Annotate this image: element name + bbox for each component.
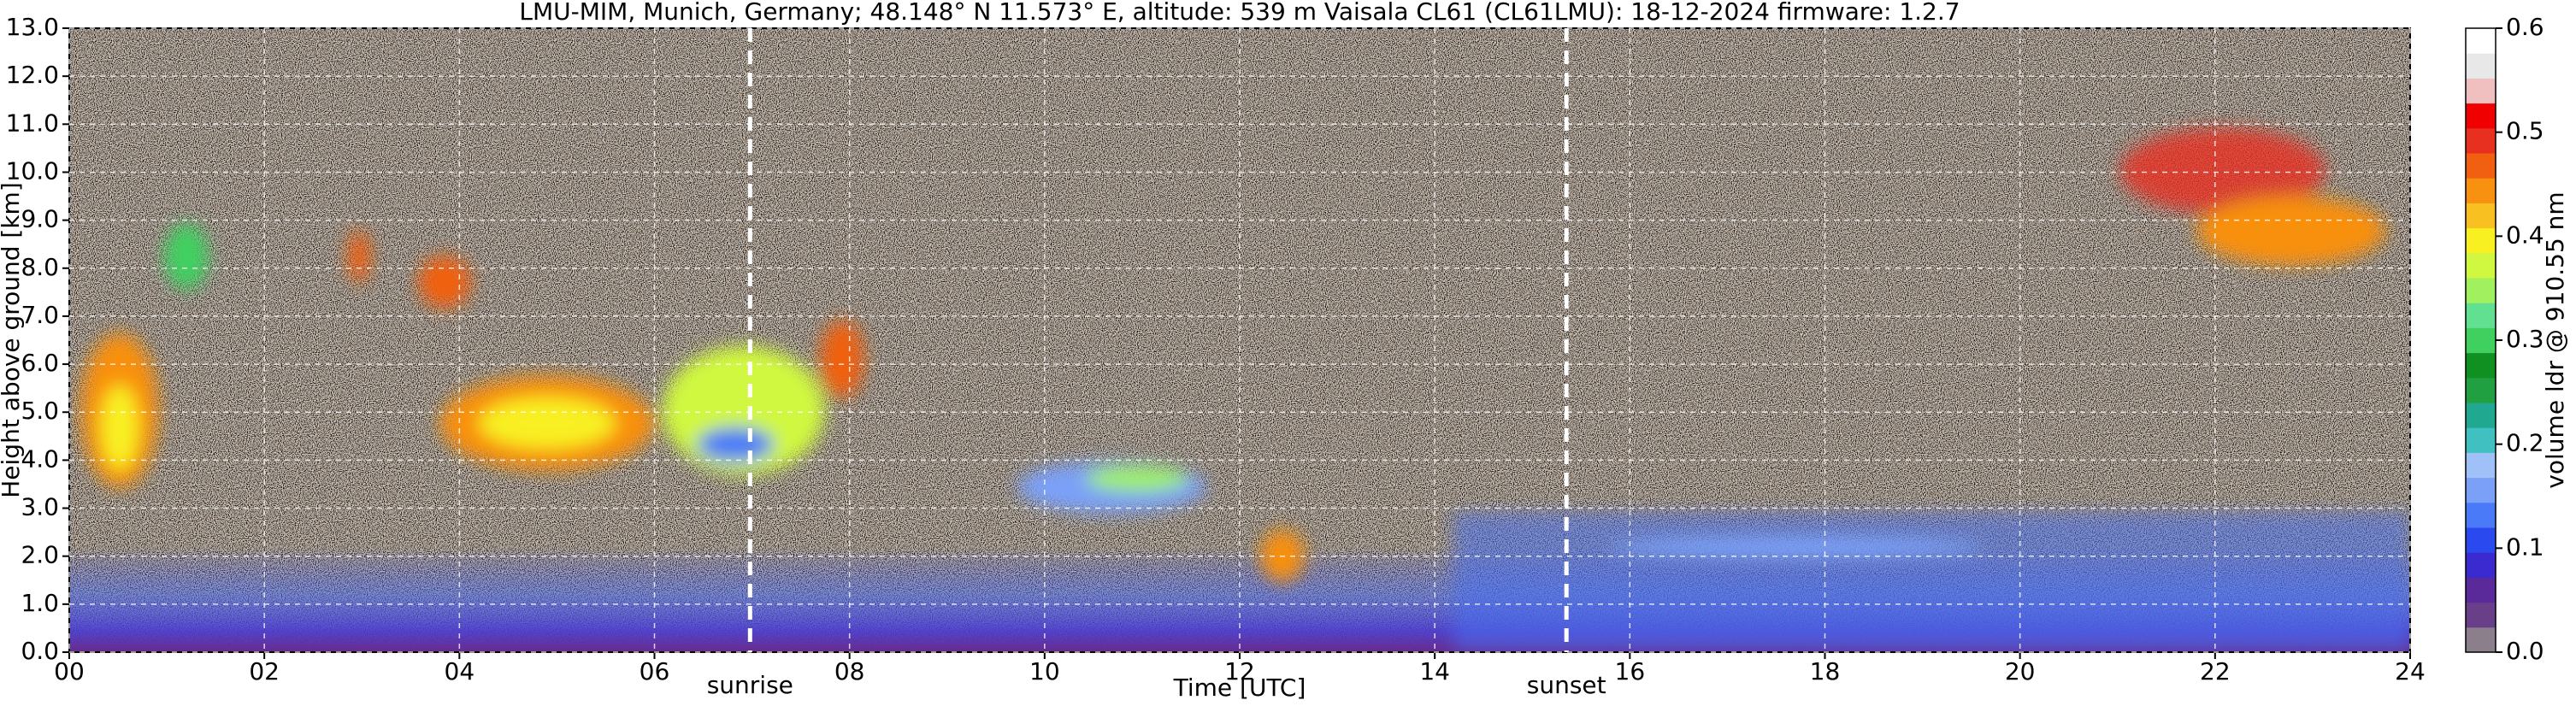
x-tick-label: 16 [1615,657,1646,685]
y-tick-label: 10.0 [6,156,59,185]
y-tick-label: 0.0 [21,637,59,665]
y-tick-label: 2.0 [21,541,59,569]
y-tick-label: 7.0 [21,301,59,329]
colorbar-segment [2466,252,2496,279]
y-tick-label: 11.0 [6,109,59,137]
colorbar-segment [2466,552,2496,578]
colorbar-segment [2466,327,2496,354]
y-tick-label: 8.0 [21,253,59,281]
colorbar-segment [2466,127,2496,154]
colorbar-segment [2466,28,2496,54]
colorbar-segment [2466,377,2496,403]
colorbar-tick-label: 0.6 [2506,13,2544,41]
colorbar-segment [2466,352,2496,379]
y-tick-label: 9.0 [21,205,59,233]
x-tick-label: 06 [640,657,670,685]
x-tick-label: 24 [2395,657,2426,685]
chart-title: LMU-MIM, Munich, Germany; 48.148° N 11.5… [519,0,1960,26]
colorbar-segment [2466,103,2496,129]
x-tick-label: 18 [1810,657,1841,685]
colorbar-segment [2466,227,2496,254]
x-tick-label: 02 [249,657,280,685]
colorbar-segment [2466,527,2496,553]
colorbar-tick-label: 0.1 [2506,532,2544,561]
colorbar-segment [2466,627,2496,653]
x-tick-label: 10 [1029,657,1060,685]
x-tick-label: 08 [834,657,865,685]
colorbar-segment [2466,427,2496,453]
colorbar-label: volume ldr @ 910.55 nm [2541,191,2569,488]
y-axis-label: Height above ground [km] [0,182,25,498]
colorbar-segment [2466,153,2496,179]
colorbar-tick-label: 0.0 [2506,637,2544,665]
y-tick-label: 4.0 [21,444,59,473]
colorbar-segment [2466,53,2496,79]
colorbar-segment [2466,303,2496,328]
colorbar-segment [2466,602,2496,628]
colorbar-segment [2466,178,2496,203]
colorbar-tick-label: 0.3 [2506,325,2544,353]
colorbar-tick-label: 0.2 [2506,429,2544,457]
colorbar-segment [2466,403,2496,428]
colorbar-segment [2466,78,2496,104]
annotation-label: sunset [1527,671,1606,699]
colorbar-segment [2466,477,2496,503]
x-tick-label: 22 [2200,657,2231,685]
y-tick-label: 12.0 [6,61,59,89]
x-tick-label: 20 [2005,657,2036,685]
y-tick-label: 13.0 [6,13,59,41]
colorbar-tick-label: 0.4 [2506,221,2544,249]
x-axis-label: Time [UTC] [1173,674,1306,702]
x-tick-label: 04 [445,657,475,685]
colorbar-segment [2466,278,2496,303]
x-tick-label: 00 [54,657,85,685]
x-tick-label: 14 [1419,657,1450,685]
colorbar-segment [2466,502,2496,528]
y-tick-label: 3.0 [21,493,59,521]
colorbar-segment [2466,577,2496,603]
y-tick-label: 5.0 [21,397,59,425]
colorbar-segment [2466,452,2496,479]
annotation-label: sunrise [707,671,793,699]
y-tick-label: 6.0 [21,349,59,377]
x-tick-label: 12 [1224,657,1255,685]
y-tick-label: 1.0 [21,589,59,617]
colorbar-segment [2466,203,2496,229]
colorbar-tick-label: 0.5 [2506,117,2544,145]
